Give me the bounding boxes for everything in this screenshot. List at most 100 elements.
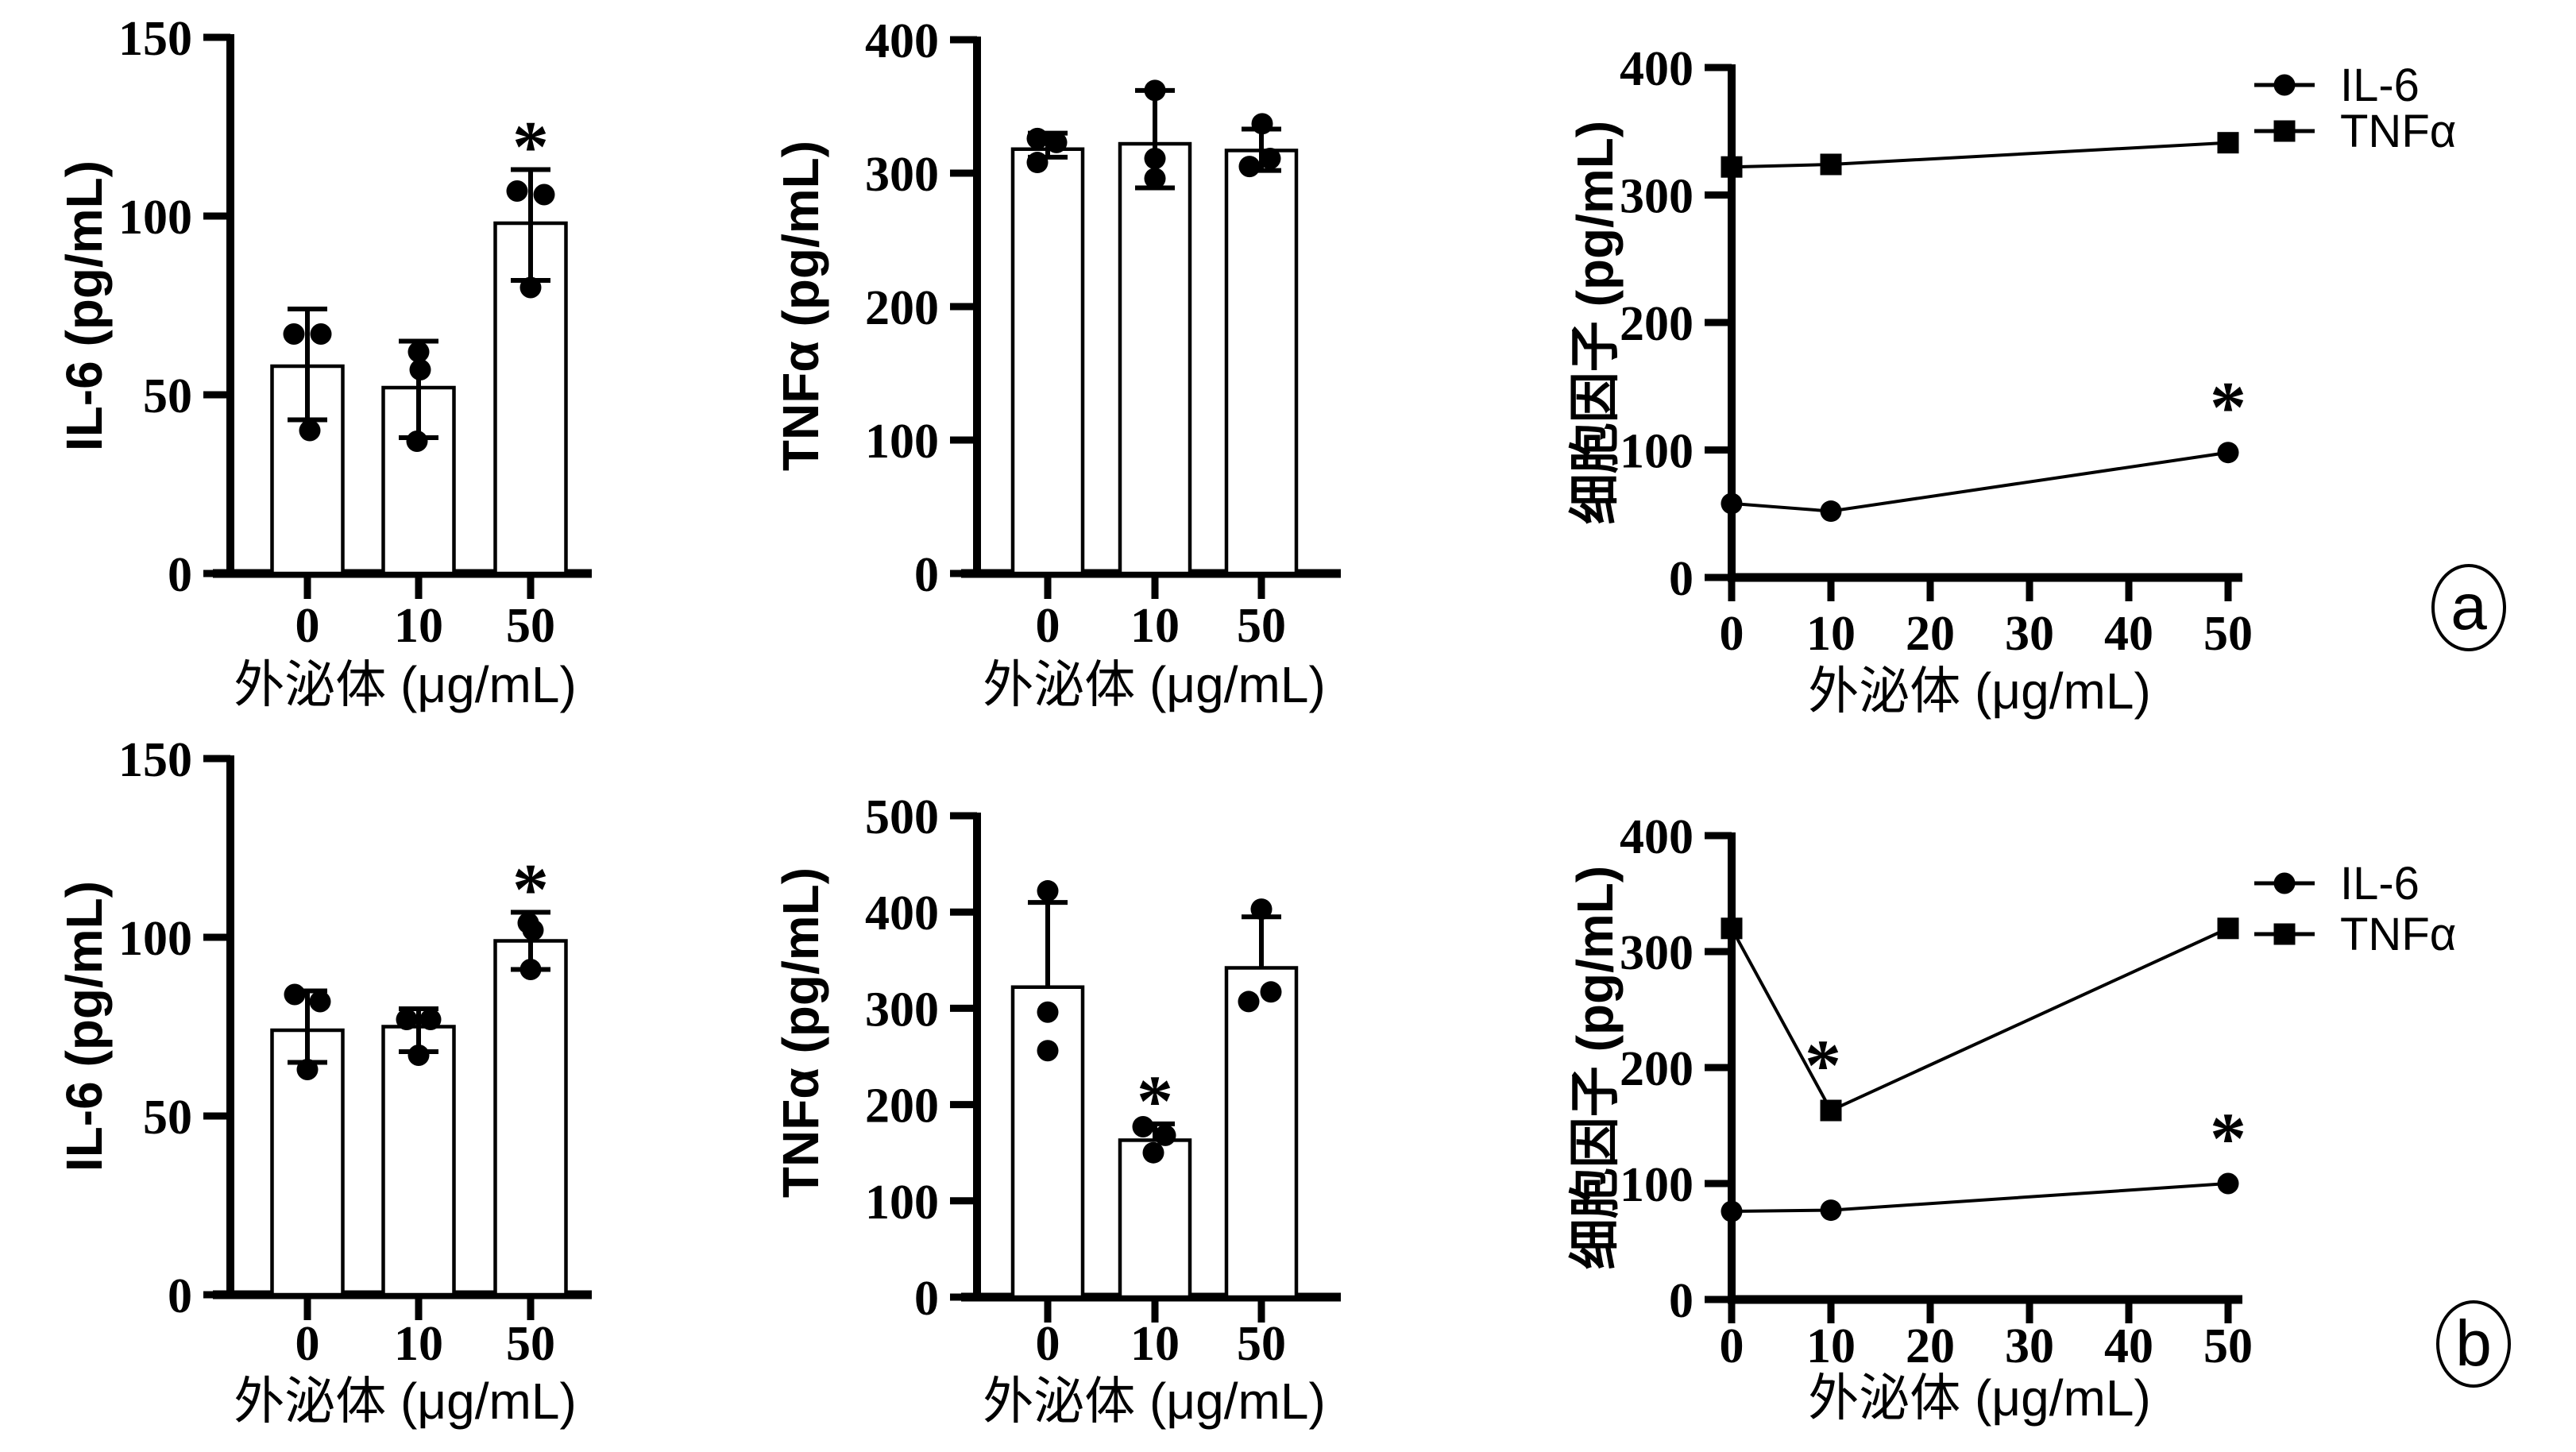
- y-tick-label: 100: [1620, 425, 1694, 479]
- y-tick-label: 500: [865, 790, 939, 844]
- x-tick-label: 50: [506, 1317, 555, 1371]
- data-point-dot: [1037, 880, 1059, 902]
- series-line-TNFα: [1731, 141, 2229, 169]
- x-axis-title: 外泌体 (μg/mL): [234, 656, 577, 713]
- data-point-dot: [1250, 898, 1273, 921]
- x-tick-label: 0: [1036, 1317, 1060, 1371]
- panel-label-b: b: [2436, 1300, 2511, 1388]
- y-tick-label: 100: [865, 1176, 939, 1230]
- legend-label: TNFα: [2340, 909, 2456, 960]
- data-point-dot: [1144, 168, 1166, 190]
- x-axis-title: 外泌体 (μg/mL): [983, 656, 1326, 713]
- significance-asterisk: *: [512, 849, 549, 930]
- x-tick-label: 0: [1720, 607, 1744, 661]
- x-tick-label: 0: [295, 1317, 320, 1371]
- line-chart-panel-b3: 0 100 200 300 400 0 10 20 30 40 50 * IL-6 * TNFα 细胞因子 (…: [1566, 810, 2456, 1427]
- bar: [381, 1025, 456, 1297]
- y-tick-label: 100: [1620, 1158, 1694, 1212]
- data-point-dot: [1037, 1040, 1059, 1062]
- y-tick-label: 0: [168, 548, 192, 602]
- x-tick-label: 40: [2104, 1319, 2153, 1373]
- data-point-circle: [2217, 442, 2239, 464]
- x-tick-label: 10: [1806, 607, 1856, 661]
- data-point-dot: [396, 1009, 418, 1030]
- x-tick-label: 10: [394, 1317, 443, 1371]
- data-point-dot: [407, 341, 430, 363]
- x-tick-label: 10: [1806, 1319, 1856, 1373]
- y-tick-label: 150: [118, 733, 192, 787]
- y-tick-label: 300: [1620, 926, 1694, 980]
- data-point-square: [1721, 156, 1743, 178]
- y-tick-label: 300: [1620, 170, 1694, 224]
- y-tick-label: 0: [168, 1269, 192, 1323]
- legend-square-icon: [2273, 923, 2296, 945]
- data-point-dot: [1260, 981, 1282, 1003]
- x-axis-title: 外泌体 (μg/mL): [234, 1373, 577, 1430]
- data-point-circle: [2217, 1172, 2239, 1195]
- significance-asterisk: *: [1805, 1025, 1841, 1106]
- data-point-dot: [1144, 148, 1166, 170]
- y-tick-label: 0: [1669, 1274, 1694, 1328]
- y-axis-title: TNFα (pg/mL): [772, 867, 829, 1198]
- data-point-dot: [284, 983, 306, 1006]
- data-point-dot: [1238, 156, 1261, 178]
- y-tick-label: 400: [1620, 810, 1694, 864]
- y-tick-label: 400: [865, 14, 939, 68]
- x-tick-label: 50: [2203, 607, 2253, 661]
- x-tick-label: 10: [1130, 599, 1180, 653]
- x-tick-label: 10: [1130, 1317, 1180, 1371]
- legend-circle-icon: [2273, 74, 2296, 96]
- y-axis-title: 细胞因子 (pg/mL): [1566, 121, 1624, 524]
- data-point-square: [2217, 132, 2239, 154]
- bar: [1224, 149, 1299, 576]
- data-point-dot: [1251, 113, 1273, 135]
- data-point-circle: [1721, 492, 1743, 515]
- x-tick-label: 20: [1906, 607, 1955, 661]
- data-point-square: [1820, 1099, 1842, 1122]
- bar-chart-panel-b2: 0 100 200 300 400 500 0 10 * 50 TNFα (pg/mL) 外泌体 (μ…: [772, 790, 1341, 1430]
- significance-asterisk: *: [2210, 1098, 2246, 1179]
- data-point-dot: [1259, 148, 1281, 170]
- data-point-dot: [409, 359, 431, 380]
- data-point-dot: [522, 919, 544, 941]
- y-tick-label: 400: [865, 886, 939, 940]
- y-tick-label: 200: [865, 1079, 939, 1133]
- data-point-dot: [310, 323, 332, 345]
- data-point-dot: [1037, 1001, 1059, 1023]
- data-point-dot: [283, 323, 305, 345]
- y-tick-label: 0: [914, 1272, 939, 1326]
- data-point-dot: [1045, 131, 1068, 153]
- legend-label: TNFα: [2340, 106, 2456, 157]
- data-point-dot: [299, 419, 321, 442]
- data-point-dot: [1154, 1124, 1176, 1146]
- bar-chart-panel-b1: 0 50 100 150 0 10 50 * IL-6 (pg/mL) 外泌体 (μg/mL): [56, 733, 592, 1430]
- x-tick-label: 0: [1720, 1319, 1744, 1373]
- series-line-IL-6: [1731, 1182, 2229, 1214]
- y-tick-label: 400: [1620, 42, 1694, 96]
- y-tick-label: 0: [914, 548, 939, 602]
- data-point-circle: [1820, 1199, 1842, 1222]
- y-axis-title: IL-6 (pg/mL): [56, 881, 113, 1172]
- data-point-dot: [519, 959, 542, 980]
- data-point-dot: [407, 1045, 430, 1066]
- data-point-circle: [1820, 500, 1842, 523]
- x-axis-title: 外泌体 (μg/mL): [983, 1373, 1326, 1430]
- data-point-dot: [1238, 991, 1260, 1013]
- y-tick-label: 300: [865, 148, 939, 202]
- y-axis-title: 细胞因子 (pg/mL): [1566, 866, 1624, 1269]
- data-point-square: [1820, 153, 1842, 176]
- data-point-dot: [1132, 1115, 1154, 1137]
- data-point-dot: [296, 1059, 319, 1080]
- x-tick-label: 30: [2005, 1319, 2054, 1373]
- y-tick-label: 200: [1620, 1042, 1694, 1096]
- data-point-dot: [1026, 152, 1049, 174]
- x-tick-label: 0: [295, 599, 320, 653]
- bar: [1118, 1138, 1192, 1299]
- x-tick-label: 50: [1237, 1317, 1286, 1371]
- legend-label: IL-6: [2340, 60, 2420, 111]
- bar: [493, 939, 568, 1297]
- data-point-dot: [309, 991, 331, 1013]
